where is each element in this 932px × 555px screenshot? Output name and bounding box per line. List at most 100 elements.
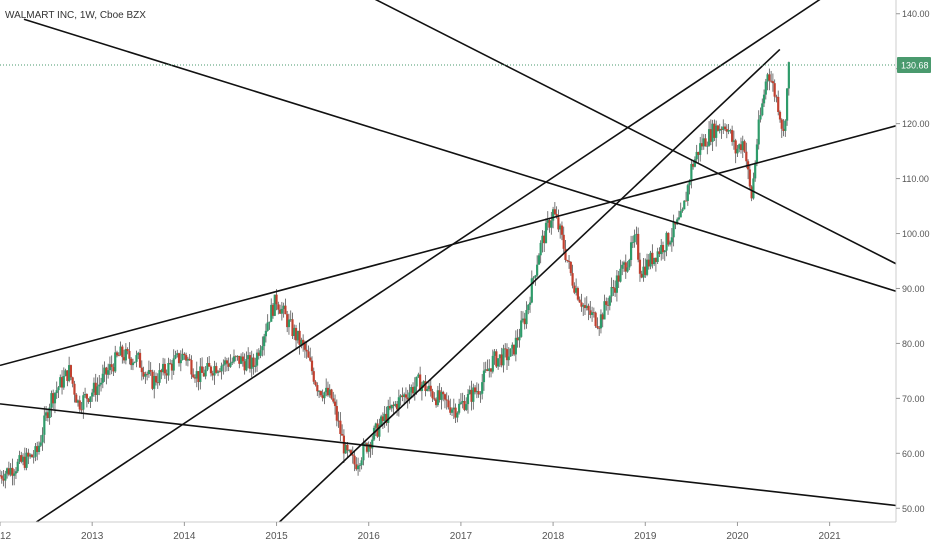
candle-body: [169, 363, 172, 364]
candle-body: [711, 123, 714, 142]
candle-body: [255, 352, 259, 366]
candle-body: [715, 125, 718, 138]
candle-body: [750, 186, 753, 199]
y-tick-label: 140.00: [902, 9, 930, 19]
candle-body: [787, 62, 790, 89]
candle-body: [667, 232, 670, 245]
candle-body: [147, 370, 151, 375]
candle-body: [119, 346, 122, 356]
candle-body: [218, 371, 221, 373]
candle-body: [424, 381, 427, 391]
candle-body: [532, 277, 535, 279]
candle-body: [330, 389, 333, 399]
candle-body: [263, 336, 266, 347]
candle-body: [452, 407, 455, 410]
last-price-tag: [897, 56, 931, 73]
candle-body: [555, 214, 558, 218]
candle-body: [784, 120, 787, 131]
candle-body: [468, 389, 471, 395]
x-tick-label: 2013: [81, 531, 104, 542]
candle-body: [560, 225, 564, 235]
candle-body: [204, 369, 207, 377]
candle-body: [195, 371, 198, 379]
candle-body: [528, 302, 532, 305]
candle-body: [165, 373, 168, 376]
candle-body: [465, 404, 468, 410]
candle-body: [567, 260, 571, 262]
y-tick-label: 80.00: [902, 339, 925, 349]
candle-body: [752, 178, 755, 199]
candle-body: [578, 299, 581, 303]
candle-body: [32, 456, 35, 458]
candle-body: [250, 357, 253, 369]
candle-body: [287, 319, 291, 328]
candle-body: [458, 403, 461, 413]
y-tick-label: 60.00: [902, 449, 925, 459]
candle-body: [704, 138, 707, 147]
candle-body: [151, 371, 154, 389]
candle-body: [128, 350, 131, 359]
candle-body: [637, 233, 640, 260]
candle-body: [225, 360, 229, 364]
trendlines-layer: [0, 0, 897, 526]
candle-body: [612, 287, 615, 289]
candle-body: [493, 351, 496, 356]
candle-body: [472, 387, 475, 402]
candle-body: [755, 144, 759, 163]
candle-body: [326, 387, 330, 396]
candle-body: [511, 344, 514, 349]
candle-body: [146, 373, 149, 375]
candle-body: [261, 346, 264, 351]
candle-body: [427, 385, 431, 390]
candle-body: [406, 397, 409, 400]
candle-body: [176, 353, 179, 356]
trendline: [275, 48, 781, 526]
candle-body: [319, 391, 322, 396]
candle-body: [505, 349, 509, 361]
candle-body: [512, 344, 516, 355]
candle-body: [716, 125, 720, 131]
candle-body: [706, 145, 709, 147]
candle-body: [603, 301, 606, 320]
candle-body: [78, 400, 81, 410]
candle-body: [647, 259, 650, 267]
candle-body: [202, 372, 205, 377]
candle-body: [245, 359, 248, 371]
candle-body: [440, 391, 443, 400]
candle-body: [161, 363, 165, 373]
candle-body: [108, 364, 112, 371]
candle-body: [11, 467, 14, 476]
candle-body: [39, 442, 42, 446]
candle-body: [419, 374, 422, 392]
candle-body: [277, 304, 280, 310]
candle-body: [121, 346, 124, 358]
candle-body: [337, 420, 340, 422]
candle-body: [443, 394, 447, 400]
candle-body: [473, 387, 477, 393]
candle-body: [374, 423, 377, 428]
candle-body: [672, 221, 675, 238]
candle-body: [486, 369, 489, 372]
candle-body: [594, 312, 597, 327]
candle-body: [530, 278, 533, 303]
candle-body: [174, 355, 177, 359]
candle-body: [683, 200, 686, 210]
candle-body: [438, 390, 441, 400]
candle-body: [273, 294, 276, 316]
candle-body: [158, 370, 161, 383]
candle-body: [583, 305, 587, 309]
candle-body: [585, 305, 588, 309]
candle-body: [353, 455, 356, 465]
candle-body: [754, 162, 757, 179]
candle-body: [234, 356, 237, 358]
candle-body: [676, 219, 679, 225]
candle-body: [197, 371, 200, 383]
candle-body: [622, 262, 626, 265]
candle-body: [417, 374, 420, 377]
candle-body: [14, 471, 18, 474]
candle-body: [640, 273, 643, 278]
candle-body: [422, 381, 425, 385]
candle-body: [573, 285, 576, 293]
candle-body: [615, 275, 619, 293]
